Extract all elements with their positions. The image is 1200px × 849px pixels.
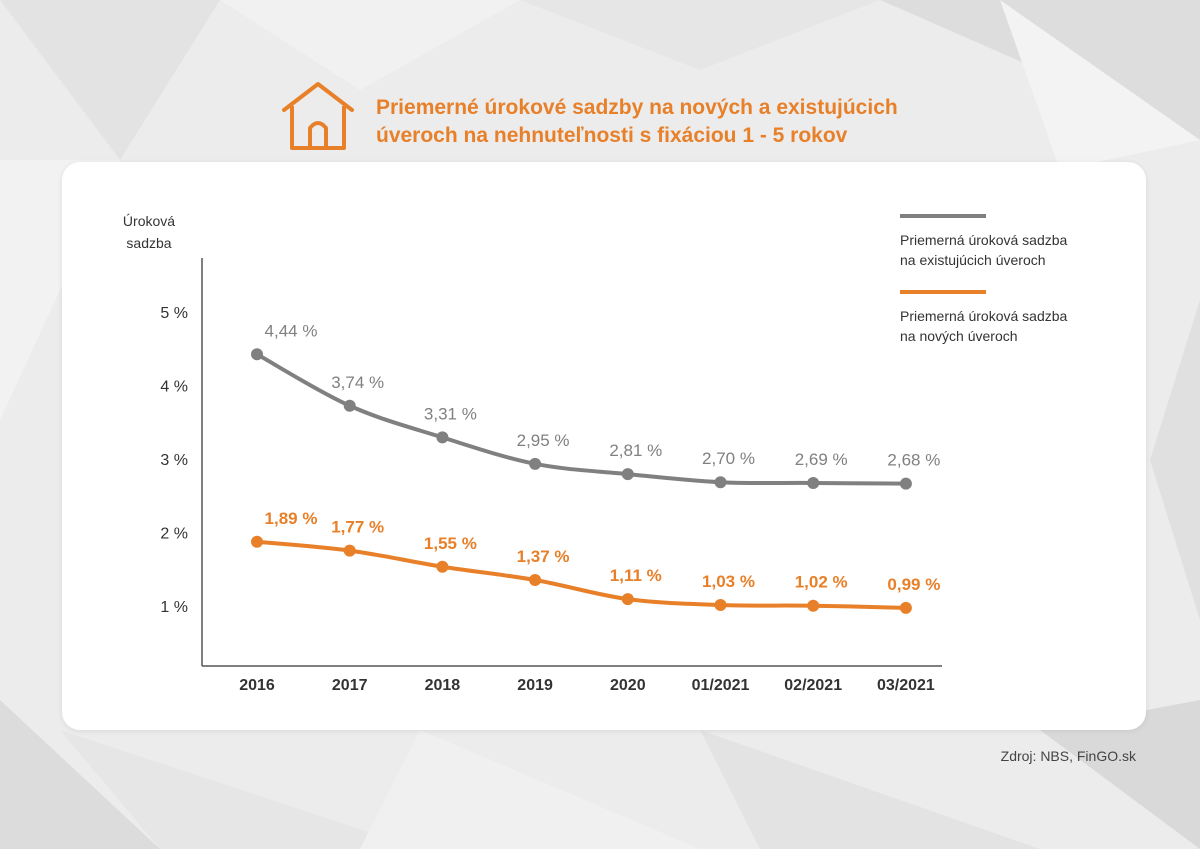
x-tick-label: 2016 — [239, 677, 275, 694]
data-point — [714, 476, 727, 489]
y-tick-label: 2 % — [160, 526, 188, 543]
data-label: 2,70 % — [702, 449, 755, 468]
x-tick-label: 02/2021 — [784, 677, 842, 694]
legend-item-existing: Priemerná úroková sadzba na existujúcich… — [900, 214, 1130, 270]
x-tick-label: 2018 — [425, 677, 461, 694]
x-tick-label: 2019 — [517, 677, 553, 694]
data-point — [621, 468, 634, 481]
data-label: 2,68 % — [887, 451, 940, 470]
data-point — [529, 573, 542, 586]
data-label: 1,37 % — [517, 547, 570, 566]
data-point — [343, 399, 356, 412]
data-label: 1,89 % — [265, 509, 318, 528]
legend-label-existing: Priemerná úroková sadzba na existujúcich… — [900, 230, 1120, 270]
legend-swatch-existing — [900, 214, 986, 218]
data-label: 2,69 % — [795, 450, 848, 469]
chart-card: Úroková sadzba Priemerná úroková sadzba … — [62, 162, 1146, 730]
data-label: 1,02 % — [795, 573, 848, 592]
data-point — [807, 599, 820, 612]
data-label: 1,03 % — [702, 572, 755, 591]
title-line-2: úveroch na nehnuteľnosti s fixáciou 1 - … — [376, 124, 848, 147]
data-point — [436, 431, 449, 444]
y-axis-label-line-2: sadzba — [126, 235, 172, 251]
x-tick-label: 01/2021 — [692, 677, 750, 694]
legend-label-new-line-1: Priemerná úroková sadzba — [900, 308, 1068, 324]
page-title: Priemerné úrokové sadzby na nových a exi… — [376, 94, 1016, 150]
data-point — [807, 476, 820, 489]
data-point — [436, 560, 449, 573]
y-axis-label-line-1: Úroková — [122, 213, 176, 229]
y-tick-label: 4 % — [160, 379, 188, 396]
data-point — [714, 598, 727, 611]
data-label: 1,55 % — [424, 534, 477, 553]
y-tick-label: 5 % — [160, 305, 188, 322]
x-tick-label: 03/2021 — [877, 677, 935, 694]
data-label: 4,44 % — [265, 321, 318, 340]
data-label: 2,81 % — [609, 441, 662, 460]
data-point — [899, 601, 912, 614]
data-point — [251, 535, 263, 548]
data-label: 1,11 % — [610, 566, 662, 585]
legend-label-new: Priemerná úroková sadzba na nových úvero… — [900, 306, 1120, 346]
y-axis-label: Úroková sadzba — [114, 210, 184, 254]
data-point — [621, 593, 634, 606]
data-label: 3,74 % — [331, 373, 384, 392]
data-label: 3,31 % — [424, 404, 477, 423]
y-tick-label: 1 % — [160, 599, 188, 616]
legend-item-new: Priemerná úroková sadzba na nových úvero… — [900, 290, 1130, 346]
header: Priemerné úrokové sadzby na nových a exi… — [0, 0, 1200, 160]
x-tick-label: 2017 — [332, 677, 368, 694]
data-label: 1,77 % — [331, 518, 384, 537]
y-tick-label: 3 % — [160, 452, 188, 469]
legend-swatch-new — [900, 290, 986, 294]
data-point — [899, 477, 912, 490]
series-line-new — [255, 539, 908, 610]
house-icon — [282, 82, 354, 150]
legend-label-existing-line-1: Priemerná úroková sadzba — [900, 232, 1068, 248]
legend-label-new-line-2: na nových úveroch — [900, 328, 1018, 344]
data-label: 2,95 % — [517, 431, 570, 450]
data-point — [251, 348, 263, 361]
legend-label-existing-line-2: na existujúcich úveroch — [900, 252, 1046, 268]
source-note: Zdroj: NBS, FinGO.sk — [1000, 748, 1136, 764]
x-tick-label: 2020 — [610, 677, 646, 694]
legend: Priemerná úroková sadzba na existujúcich… — [900, 214, 1130, 366]
title-line-1: Priemerné úrokové sadzby na nových a exi… — [376, 96, 898, 119]
line-chart: 1 % 2 % 3 % 4 % 5 % 2016 2017 2018 2019 2020 01/20… — [160, 258, 942, 694]
data-point — [343, 544, 356, 557]
data-label: 0,99 % — [887, 575, 940, 594]
data-point — [529, 457, 542, 470]
